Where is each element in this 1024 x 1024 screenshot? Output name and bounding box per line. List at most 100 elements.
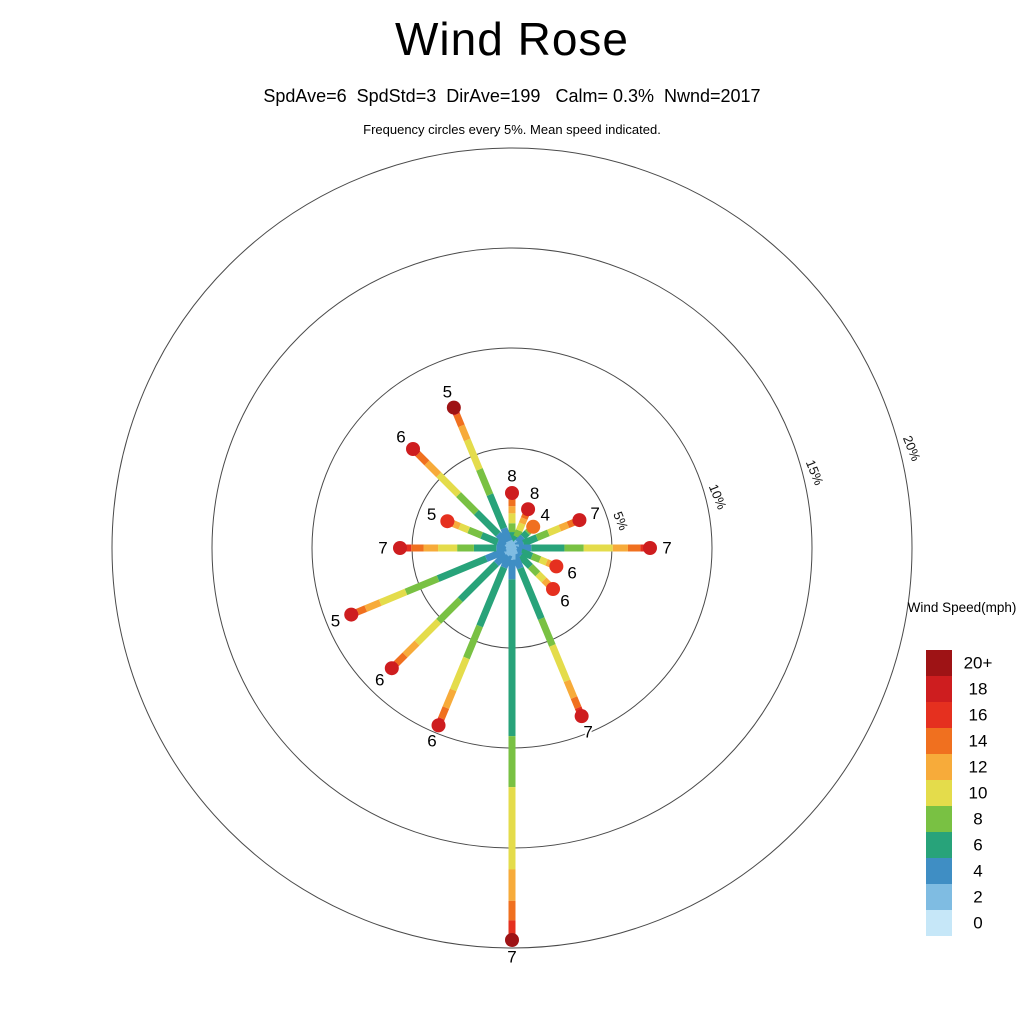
wind-ray-segment-ESE — [538, 556, 548, 566]
wind-ray-segment-WNW — [458, 523, 471, 534]
ray-mean-speed-label-WNW: 5 — [427, 505, 436, 524]
legend-label: 14 — [969, 732, 988, 751]
wind-ray-segment-WSW — [404, 575, 440, 596]
chart-subtitle: Frequency circles every 5%. Mean speed i… — [363, 122, 661, 137]
wind-ray-segment-WSW — [484, 548, 506, 562]
ray-mean-speed-label-SSE: 7 — [583, 722, 592, 741]
legend-label: 0 — [973, 914, 982, 933]
wind-ray-segment-WNW — [452, 520, 461, 530]
frequency-circle-label: 10% — [706, 482, 730, 512]
wind-ray-segment-WSW — [378, 588, 408, 606]
wind-ray-segment-NW — [424, 460, 442, 478]
wind-ray-segment-WNW — [480, 532, 500, 546]
ray-mean-speed-label-SE: 6 — [560, 592, 569, 611]
wind-ray-segment-SW — [493, 551, 509, 567]
wind-ray-tip-ESE — [549, 559, 564, 574]
ray-mean-speed-label-SSW: 6 — [427, 732, 436, 751]
wind-ray-segment-NW — [436, 472, 462, 498]
wind-ray-tip-NW — [406, 442, 421, 457]
wind-ray-segment-NW — [415, 451, 430, 466]
wind-ray-segment-SSE — [538, 617, 556, 647]
wind-ray-segment-SSE — [511, 553, 524, 570]
legend-swatch — [926, 676, 952, 702]
legend-swatch — [926, 858, 952, 884]
wind-ray-tip-NNE — [521, 502, 536, 517]
legend-label: 18 — [969, 680, 988, 699]
wind-ray-tip-SSE — [574, 709, 589, 724]
frequency-circle-label: 15% — [803, 458, 827, 488]
wind-ray-segment-SSE — [563, 679, 578, 699]
legend-label: 6 — [973, 836, 982, 855]
wind-ray-segment-WSW — [356, 605, 368, 616]
wind-ray-segment-ESE — [530, 553, 542, 563]
wind-ray-tip-SSW — [431, 718, 446, 733]
legend-label: 20+ — [964, 654, 993, 673]
wind-ray-tip-NNW — [446, 400, 461, 415]
legend-label: 10 — [969, 784, 988, 803]
wind-ray-tip-NE — [526, 519, 541, 534]
wind-ray-segment-SSW — [463, 624, 483, 660]
legend-swatch — [926, 754, 952, 780]
wind-ray-segment-NW — [456, 492, 479, 515]
legend-swatch — [926, 806, 952, 832]
wind-ray-segment-SSW — [438, 706, 450, 720]
legend-label: 4 — [973, 862, 982, 881]
wind-ray-segment-NNW — [458, 424, 471, 442]
legend-swatch — [926, 910, 952, 936]
legend-label: 8 — [973, 810, 982, 829]
wind-ray-segment-SSW — [442, 688, 457, 709]
wind-ray-segment-NNW — [476, 468, 494, 496]
ray-mean-speed-label-ENE: 7 — [590, 504, 599, 523]
wind-ray-segment-WNW — [467, 526, 483, 539]
legend-swatch — [926, 650, 952, 676]
wind-ray-tip-SE — [546, 582, 561, 597]
wind-ray-segment-ENE — [522, 534, 539, 547]
ray-mean-speed-label-NNE: 8 — [530, 484, 539, 503]
ray-mean-speed-label-E: 7 — [662, 539, 671, 558]
legend-swatch — [926, 884, 952, 910]
wind-ray-segment-NNE — [518, 517, 528, 525]
wind-ray-segment-SSW — [449, 656, 470, 692]
stats-line: SpdAve=6 SpdStd=3 DirAve=199 Calm= 0.3% … — [263, 86, 761, 106]
wind-ray-segment-SE — [517, 553, 533, 569]
frequency-circle-label: 20% — [900, 433, 924, 463]
wind-ray-segment-NNW — [500, 527, 513, 543]
wind-ray-tip-SW — [384, 661, 399, 676]
wind-ray-segment-NNW — [463, 438, 483, 471]
legend-label: 12 — [969, 758, 988, 777]
legend-swatch — [926, 780, 952, 806]
wind-ray-segment-SW — [436, 597, 463, 624]
wind-ray-segment-NNW — [486, 493, 508, 530]
ray-mean-speed-label-NNW: 5 — [443, 382, 452, 401]
wind-ray-segment-ENE — [535, 529, 550, 541]
ray-mean-speed-label-NW: 6 — [396, 427, 405, 446]
frequency-circle — [111, 147, 913, 949]
legend-label: 16 — [969, 706, 988, 725]
wind-ray-tip-W — [393, 541, 407, 555]
ray-mean-speed-label-WSW: 5 — [331, 612, 340, 631]
wind-ray-segment-NNW — [505, 539, 516, 550]
wind-ray-segment-SE — [541, 577, 551, 587]
wind-ray-segment-SW — [414, 618, 442, 646]
wind-ray-segment-SW — [402, 640, 420, 658]
chart-title: Wind Rose — [395, 13, 629, 65]
ray-mean-speed-label-S: 7 — [507, 948, 516, 967]
wind-ray-segment-SW — [394, 652, 408, 666]
legend-swatch — [926, 702, 952, 728]
wind-ray-tip-E — [643, 541, 657, 555]
ray-mean-speed-label-SW: 6 — [375, 671, 384, 690]
wind-ray-segment-NNE — [513, 529, 523, 539]
wind-ray-segment-ENE — [558, 521, 570, 532]
wind-ray-segment-NE — [520, 530, 530, 540]
wind-ray-tip-WNW — [440, 514, 455, 529]
wind-ray-segment-SSE — [549, 644, 571, 683]
frequency-circle-label: 5% — [610, 509, 631, 532]
wind-ray-tip-N — [505, 486, 519, 500]
wind-ray-segment-SE — [527, 563, 541, 577]
wind-ray-segment-WSW — [364, 599, 382, 612]
legend-swatch — [926, 832, 952, 858]
wind-ray-tip-WSW — [344, 607, 359, 622]
wind-ray-segment-SSW — [476, 566, 508, 628]
wind-ray-segment-NE — [515, 534, 526, 545]
